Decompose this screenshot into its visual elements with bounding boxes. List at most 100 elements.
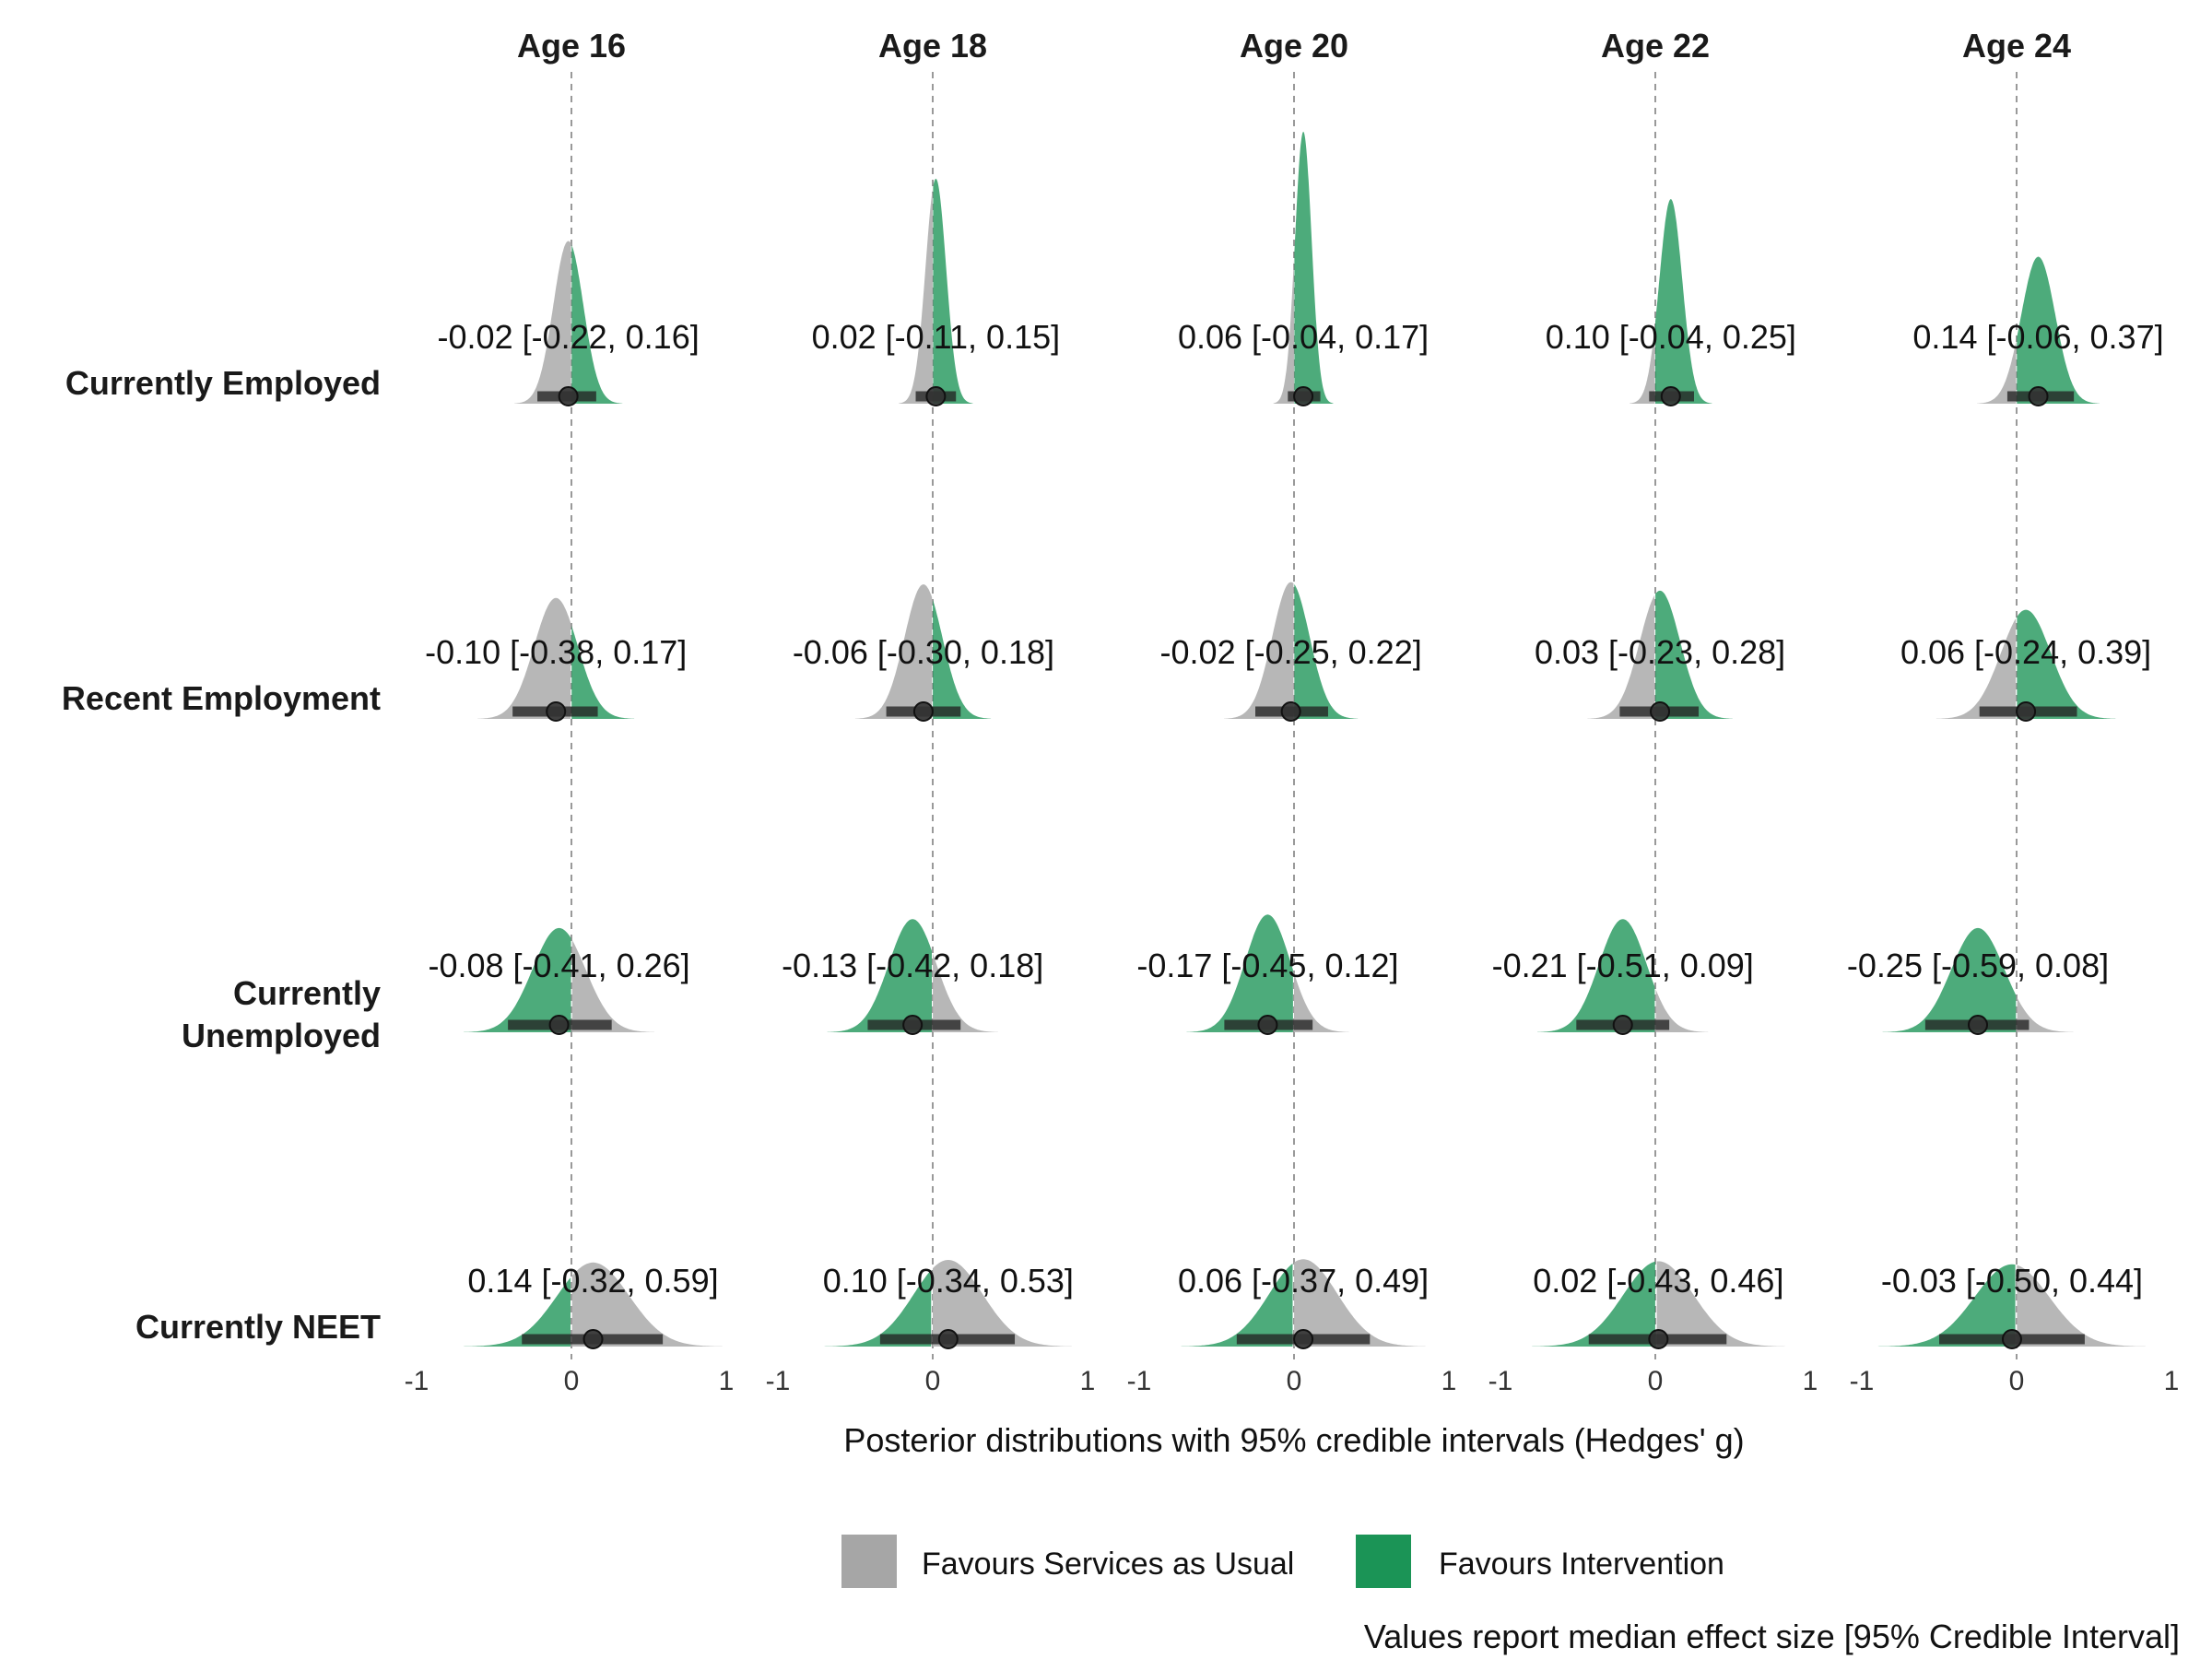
panel-cell: 0.14 [-0.06, 0.37]	[1912, 256, 2164, 406]
panel-cell: 0.06 [-0.24, 0.39]	[1900, 609, 2151, 722]
median-point	[1968, 1015, 1988, 1035]
density-area-positive	[1655, 590, 1733, 719]
density-area-positive	[933, 599, 992, 719]
density-area-positive	[1655, 199, 1712, 404]
effect-size-label: -0.21 [-0.51, 0.09]	[1492, 947, 1754, 984]
density-area-positive	[933, 1260, 1072, 1347]
density-area-negative	[1532, 1261, 1655, 1347]
median-point	[902, 1015, 924, 1035]
panel-cell: 0.06 [-0.04, 0.17]	[1178, 131, 1429, 406]
x-tick-label: 1	[1441, 1366, 1457, 1396]
panel-cell: -0.13 [-0.42, 0.18]	[782, 919, 1043, 1035]
x-tick-label: 0	[925, 1366, 941, 1396]
density-area-positive	[2017, 609, 2116, 719]
column-title: Age 24	[1962, 27, 2071, 65]
x-tick-label: 1	[719, 1366, 735, 1396]
density-area-negative	[1273, 259, 1294, 404]
effect-size-label: -0.02 [-0.22, 0.16]	[438, 318, 700, 356]
legend: Favours Services as Usual Favours Interv…	[841, 1535, 1724, 1588]
median-point	[925, 386, 947, 406]
legend-swatch-intervention	[1356, 1535, 1411, 1588]
median-point	[548, 1015, 570, 1035]
effect-size-label: 0.14 [-0.06, 0.37]	[1912, 318, 2163, 356]
caption: Values report median effect size [95% Cr…	[1364, 1618, 2180, 1655]
density-area-negative	[1882, 927, 2017, 1032]
median-point	[1648, 1329, 1669, 1349]
legend-label-intervention: Favours Intervention	[1439, 1547, 1724, 1582]
density-area-positive	[933, 953, 998, 1032]
column-title: Age 22	[1601, 27, 1710, 65]
effect-size-label: 0.06 [-0.24, 0.39]	[1900, 633, 2151, 671]
density-area-positive	[2017, 256, 2100, 404]
effect-size-label: 0.14 [-0.32, 0.59]	[467, 1262, 718, 1300]
x-tick-label: -1	[766, 1366, 791, 1396]
median-point	[1280, 701, 1301, 722]
row-labels: Currently Employed Recent Employment Curre…	[62, 364, 381, 1346]
panel-cell: -0.08 [-0.41, 0.26]	[428, 927, 690, 1035]
density-area-negative	[514, 241, 571, 404]
legend-swatch-services	[841, 1535, 897, 1588]
density-area-positive	[1294, 584, 1359, 719]
median-point	[558, 386, 579, 406]
x-axis-ticks: -1 0 1 -1 0 1 -1 0 1 -1 0 1 -1 0 1	[405, 1366, 2180, 1396]
panel-cell: 0.06 [-0.37, 0.49]	[1178, 1259, 1429, 1349]
x-tick-label: -1	[1850, 1366, 1875, 1396]
x-tick-label: 1	[1803, 1366, 1818, 1396]
panel-cell: 0.03 [-0.23, 0.28]	[1535, 590, 1785, 722]
panel-cell: -0.03 [-0.50, 0.44]	[1877, 1262, 2146, 1349]
row-label: Currently Unemployed	[182, 974, 381, 1054]
density-area-negative	[1977, 341, 2017, 404]
column-title: Age 18	[878, 27, 987, 65]
effect-size-label: 0.10 [-0.04, 0.25]	[1546, 318, 1796, 356]
panel-cell: 0.02 [-0.43, 0.46]	[1532, 1261, 1785, 1349]
density-area-positive	[2017, 1265, 2146, 1347]
x-tick-label: 0	[1287, 1366, 1302, 1396]
density-area-positive	[571, 625, 635, 719]
effect-size-label: 0.02 [-0.11, 0.15]	[812, 318, 1061, 356]
median-point	[937, 1329, 959, 1349]
x-tick-label: 1	[1080, 1366, 1096, 1396]
density-area-negative	[1537, 919, 1655, 1032]
effect-size-label: 0.02 [-0.43, 0.46]	[1533, 1262, 1783, 1300]
density-area-negative	[1181, 1263, 1293, 1347]
density-area-positive	[1656, 1261, 1785, 1347]
row-label: Currently Employed	[65, 364, 381, 402]
column-title: Age 20	[1240, 27, 1348, 65]
x-tick-label: -1	[1488, 1366, 1513, 1396]
x-tick-label: -1	[1127, 1366, 1152, 1396]
density-area-negative	[477, 597, 571, 719]
x-tick-label: 0	[564, 1366, 580, 1396]
panel-cell: -0.02 [-0.25, 0.22]	[1160, 582, 1422, 722]
density-area-positive	[571, 1262, 723, 1347]
density-area-positive	[933, 178, 973, 404]
median-point	[546, 701, 567, 722]
panel-cell: -0.02 [-0.22, 0.16]	[438, 241, 700, 406]
effect-size-label: -0.17 [-0.45, 0.12]	[1136, 947, 1398, 984]
median-point	[582, 1329, 604, 1349]
row-label: Currently NEET	[135, 1308, 381, 1346]
density-area-negative	[464, 927, 571, 1032]
effect-size-label: -0.13 [-0.42, 0.18]	[782, 947, 1043, 984]
effect-size-label: -0.10 [-0.38, 0.17]	[425, 633, 687, 671]
density-area-positive	[1294, 1259, 1426, 1347]
density-area-negative	[1587, 594, 1655, 719]
median-point	[2001, 1329, 2022, 1349]
effect-size-label: -0.03 [-0.50, 0.44]	[1881, 1262, 2143, 1300]
density-area-positive	[1294, 131, 1334, 404]
effect-size-label: 0.06 [-0.37, 0.49]	[1178, 1262, 1429, 1300]
panel-cell: 0.10 [-0.34, 0.53]	[823, 1260, 1074, 1349]
density-area-positive	[1294, 972, 1349, 1032]
column-titles: Age 16 Age 18 Age 20 Age 22 Age 24	[517, 27, 2071, 65]
density-area-positive	[571, 940, 654, 1032]
density-area-negative	[1877, 1264, 2016, 1347]
legend-label-services: Favours Services as Usual	[922, 1547, 1294, 1582]
x-tick-label: 0	[1648, 1366, 1664, 1396]
median-point	[1660, 386, 1681, 406]
density-area-negative	[854, 584, 933, 719]
panel-cell: -0.06 [-0.30, 0.18]	[793, 584, 1054, 722]
median-point	[912, 701, 934, 722]
panel-cell: -0.25 [-0.59, 0.08]	[1847, 927, 2109, 1035]
density-area-positive	[2017, 997, 2074, 1032]
effect-size-label: 0.06 [-0.04, 0.17]	[1178, 318, 1429, 356]
median-point	[1293, 386, 1314, 406]
